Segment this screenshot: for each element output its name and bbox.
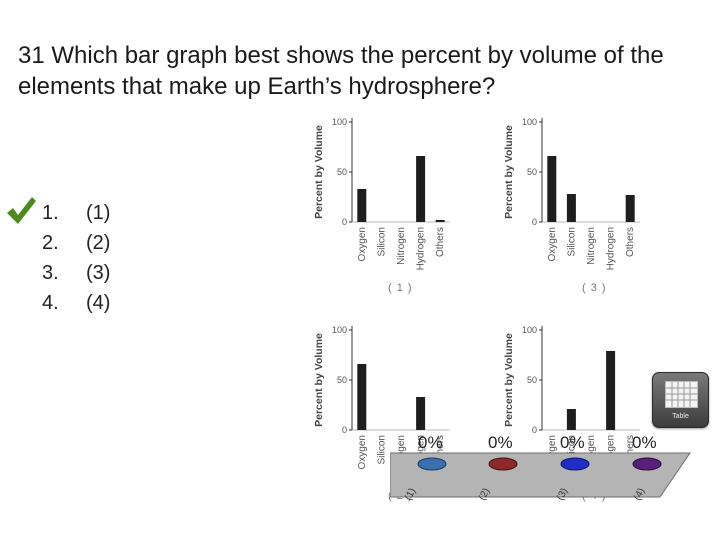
answer-label: (2) bbox=[86, 232, 111, 254]
answer-number: 2. bbox=[42, 232, 59, 254]
answer-number: 3. bbox=[42, 262, 59, 284]
poll-label-3: (3) bbox=[555, 486, 570, 502]
poll-marker-1 bbox=[417, 457, 447, 471]
y-tick-label: 100 bbox=[522, 325, 537, 335]
y-tick-label: 0 bbox=[532, 217, 537, 227]
y-tick-label: 50 bbox=[337, 375, 347, 385]
bar-chart-3-svg: Percent by Volume 0 50 100 Oxygen Silicon Nitr… bbox=[503, 117, 640, 270]
poll-percent-1: 0% bbox=[418, 433, 443, 452]
y-tick-label: 50 bbox=[337, 167, 347, 177]
bar-chart-1-svg: Percent by Volume 0 50 100 Oxygen Silicon Nitr… bbox=[313, 117, 450, 270]
answer-label: (3) bbox=[86, 262, 111, 284]
x-tick-label: Others bbox=[625, 435, 636, 465]
poll-percent-2: 0% bbox=[488, 433, 513, 452]
x-tick-label: Hydrogen bbox=[606, 227, 617, 270]
bar bbox=[416, 156, 426, 222]
table-button-label: Table bbox=[672, 413, 689, 420]
x-tick-label: Hydrogen bbox=[416, 227, 427, 270]
poll-marker-3 bbox=[560, 457, 590, 471]
bar bbox=[547, 156, 557, 222]
poll-percent-3: 0% bbox=[560, 433, 585, 452]
y-tick-label: 0 bbox=[342, 217, 347, 227]
table-button[interactable]: Table bbox=[652, 372, 709, 428]
answer-number: 4. bbox=[42, 292, 59, 314]
x-tick-label: Oxygen bbox=[357, 435, 368, 469]
bar bbox=[566, 194, 576, 222]
x-tick-label: Silicon bbox=[566, 435, 577, 464]
grid-lines bbox=[666, 382, 697, 407]
poll-results: (1) (2) (3) (4) 0% 0% 0% 0% bbox=[390, 425, 710, 540]
y-tick-label: 50 bbox=[527, 167, 537, 177]
y-axis-label: Percent by Volume bbox=[503, 125, 515, 219]
chart-caption: ( 3 ) bbox=[582, 282, 607, 294]
poll-platform bbox=[390, 452, 691, 498]
y-axis-label: Percent by Volume bbox=[313, 333, 325, 427]
bar bbox=[357, 189, 367, 222]
chart-caption: ( 1 ) bbox=[388, 282, 413, 294]
y-tick-label: 0 bbox=[342, 425, 347, 435]
bar bbox=[606, 351, 616, 430]
y-axis-label: Percent by Volume bbox=[503, 333, 515, 427]
x-tick-label: Silicon bbox=[566, 227, 577, 256]
bar bbox=[435, 220, 445, 222]
bar-chart-3: Percent by Volume 0 50 100 Oxygen Silicon Nitr… bbox=[500, 110, 660, 300]
poll-percent-4: 0% bbox=[632, 433, 657, 452]
poll-label-2: (2) bbox=[477, 486, 492, 502]
table-grid-icon bbox=[665, 381, 698, 408]
answer-label: (1) bbox=[86, 202, 111, 224]
x-tick-label: Oxygen bbox=[547, 227, 558, 261]
bar bbox=[357, 364, 367, 430]
y-tick-label: 50 bbox=[527, 375, 537, 385]
y-tick-label: 0 bbox=[532, 425, 537, 435]
x-tick-label: Nitrogen bbox=[586, 227, 597, 265]
poll-base-svg: (1) (2) (3) (4) bbox=[390, 452, 691, 502]
x-tick-label: Silicon bbox=[376, 435, 387, 464]
x-tick-label: Oxygen bbox=[357, 227, 368, 261]
answer-number: 1. bbox=[42, 202, 59, 224]
y-axis-label: Percent by Volume bbox=[313, 125, 325, 219]
y-tick-label: 100 bbox=[332, 117, 347, 127]
x-tick-label: Others bbox=[625, 227, 636, 257]
y-tick-label: 100 bbox=[332, 325, 347, 335]
y-tick-label: 100 bbox=[522, 117, 537, 127]
poll-marker-4 bbox=[632, 457, 662, 471]
answer-label: (4) bbox=[86, 292, 111, 314]
bar-chart-1: Percent by Volume 0 50 100 Oxygen Silicon Nitr… bbox=[310, 110, 470, 300]
bar bbox=[416, 397, 426, 430]
x-tick-label: Others bbox=[435, 227, 446, 257]
checkmark-icon bbox=[7, 197, 36, 224]
poll-label-1: (1) bbox=[403, 486, 418, 502]
poll-label-4: (4) bbox=[632, 486, 647, 502]
x-tick-label: Oxygen bbox=[547, 435, 558, 469]
x-tick-label: Silicon bbox=[376, 227, 387, 256]
x-tick-label: Nitrogen bbox=[396, 227, 407, 265]
question-text: 31 Which bar graph best shows the percen… bbox=[18, 42, 664, 100]
x-tick-label: Others bbox=[435, 435, 446, 465]
bar bbox=[625, 195, 635, 222]
bar bbox=[566, 409, 576, 430]
poll-marker-2 bbox=[488, 457, 518, 471]
